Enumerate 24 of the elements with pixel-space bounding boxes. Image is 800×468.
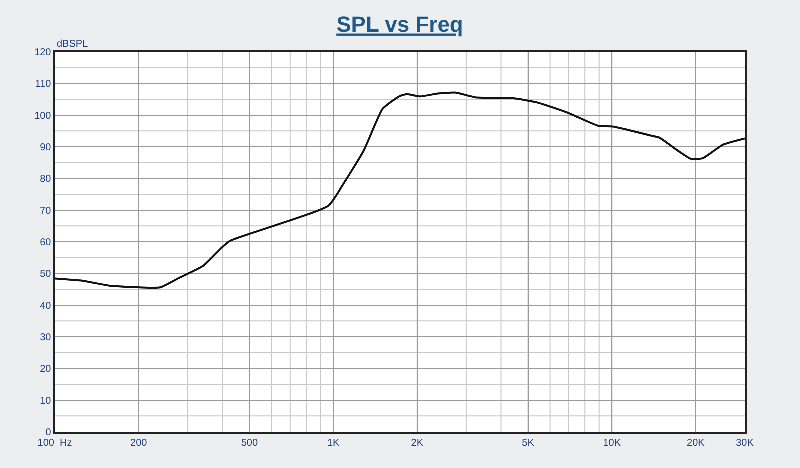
x-tick-label: 100 Hz [38, 438, 72, 449]
x-tick-label: 1K [327, 438, 340, 449]
y-tick-label: 0 [46, 428, 52, 438]
chart-title: SPL vs Freq [336, 12, 464, 37]
y-tick-label: 10 [40, 396, 52, 407]
y-axis-title: dBSPL [57, 39, 89, 50]
x-tick-label: 200 [130, 438, 148, 449]
y-tick-label: 100 [34, 110, 52, 122]
x-tick-label: 20K [687, 438, 706, 449]
x-tick-label: 10K [603, 438, 622, 449]
y-tick-label: 30 [40, 332, 52, 344]
x-tick-label: 2K [411, 438, 424, 449]
y-tick-label: 20 [40, 364, 52, 376]
y-tick-label: 70 [40, 206, 52, 217]
y-tick-label: 90 [40, 142, 52, 154]
y-tick-label: 110 [35, 79, 52, 90]
x-tick-label: 5K [522, 438, 535, 449]
y-tick-label: 50 [40, 269, 52, 280]
x-tick-label: 500 [241, 438, 258, 449]
y-tick-label: 80 [40, 174, 52, 186]
y-tick-label: 40 [40, 300, 52, 312]
y-tick-label: 60 [40, 238, 52, 248]
y-tick-label: 120 [34, 48, 52, 58]
x-tick-label: 30K [736, 438, 754, 449]
